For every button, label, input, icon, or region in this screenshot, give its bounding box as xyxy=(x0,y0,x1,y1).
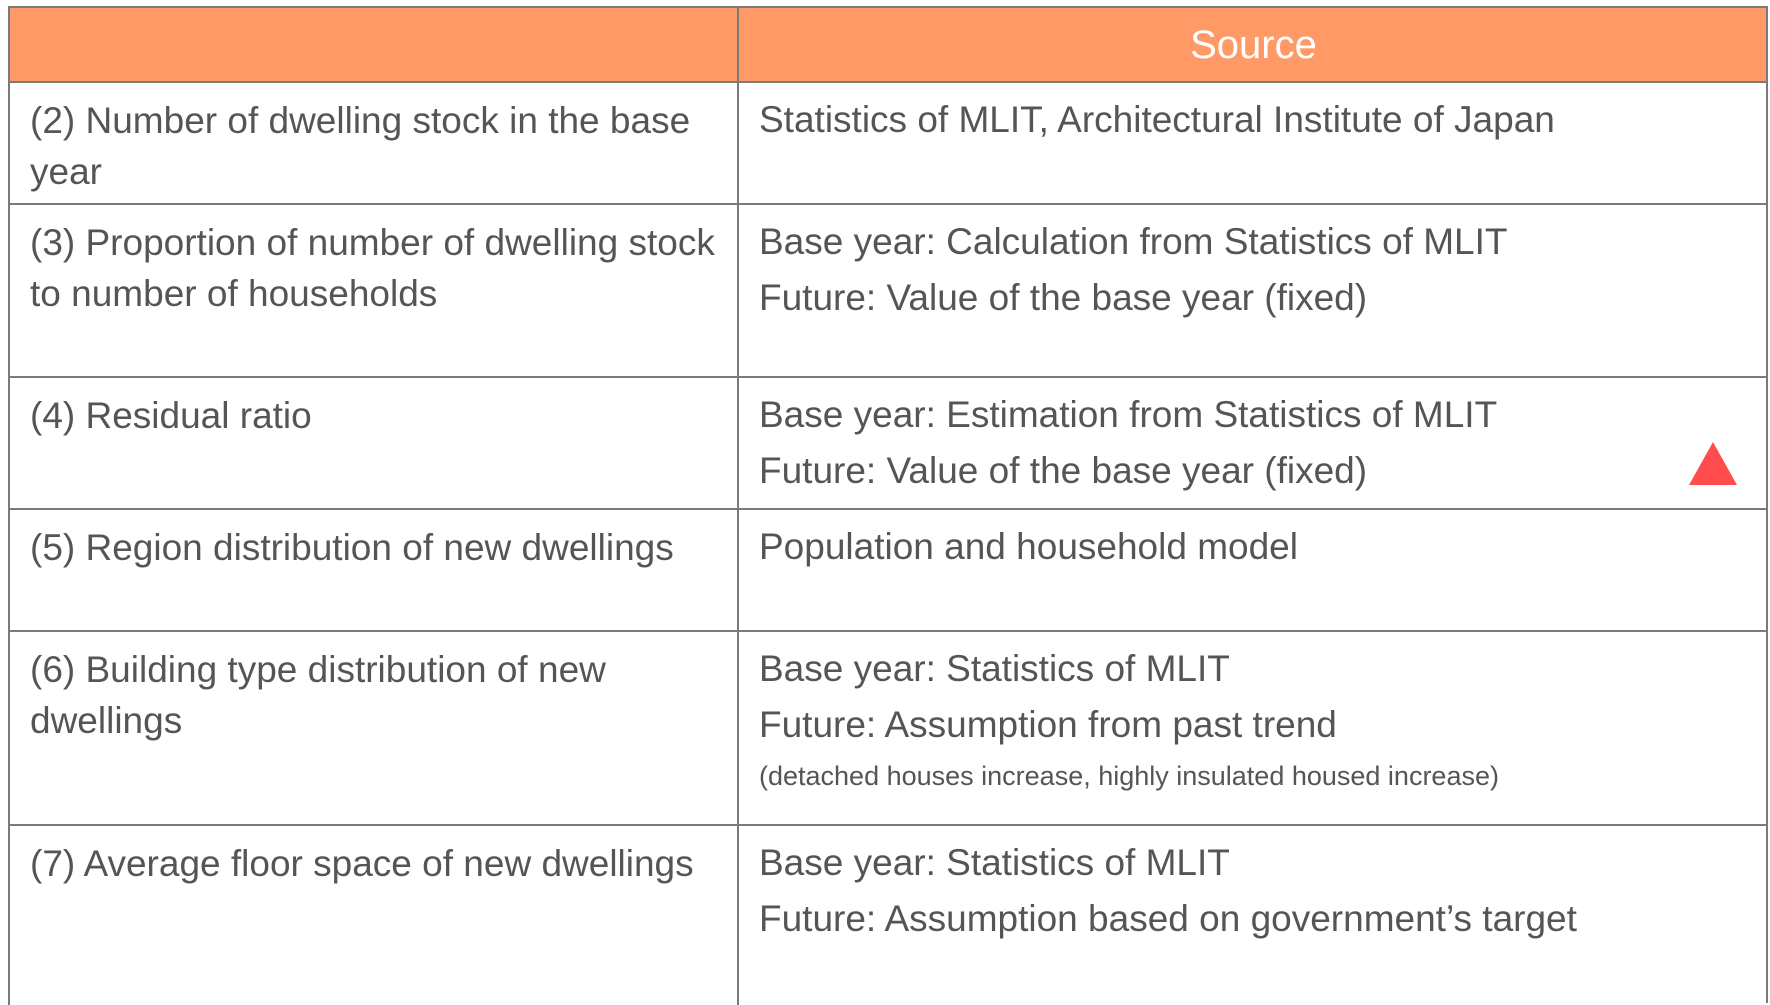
source-line: Future: Value of the base year (fixed) xyxy=(759,277,1368,318)
row-source: Base year: Calculation from Statistics o… xyxy=(737,203,1768,378)
row-source: Statistics of MLIT, Architectural Instit… xyxy=(737,81,1768,205)
row-source: Base year: Statistics of MLIT Future: Ass… xyxy=(737,630,1768,826)
source-line: Future: Assumption based on government’s… xyxy=(759,898,1577,939)
source-line: Base year: Calculation from Statistics o… xyxy=(759,221,1508,262)
source-line: Base year: Statistics of MLIT xyxy=(759,648,1230,689)
header-source: Source xyxy=(737,6,1768,82)
row-label: (2) Number of dwelling stock in the base… xyxy=(8,81,738,205)
row-source: Base year: Estimation from Statistics of… xyxy=(737,376,1768,510)
table-border xyxy=(1766,6,1768,1003)
source-line: Future: Value of the base year (fixed) xyxy=(759,450,1368,491)
source-line: Future: Assumption from past trend xyxy=(759,704,1337,745)
row-label: (3) Proportion of number of dwelling sto… xyxy=(8,203,738,378)
triangle-icon xyxy=(1689,442,1737,485)
source-note: (detached houses increase, highly insula… xyxy=(759,761,1499,791)
row-label: (4) Residual ratio xyxy=(8,376,738,510)
row-source: Base year: Statistics of MLIT Future: Ass… xyxy=(737,824,1768,1005)
source-line: Statistics of MLIT, Architectural Instit… xyxy=(759,99,1555,140)
row-label: (7) Average floor space of new dwellings xyxy=(8,824,738,1005)
row-label: (5) Region distribution of new dwellings xyxy=(8,508,738,632)
source-line: Population and household model xyxy=(759,526,1298,567)
header-blank xyxy=(8,6,738,82)
row-source: Population and household model xyxy=(737,508,1768,632)
source-line: Base year: Statistics of MLIT xyxy=(759,842,1230,883)
row-label: (6) Building type distribution of new dw… xyxy=(8,630,738,826)
source-line: Base year: Estimation from Statistics of… xyxy=(759,394,1498,435)
